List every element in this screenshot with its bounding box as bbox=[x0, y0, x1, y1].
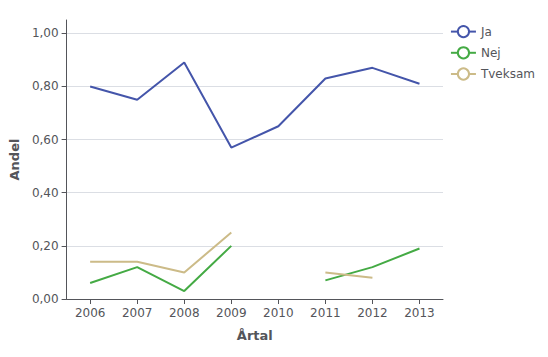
svg-text:Tveksam: Tveksam bbox=[480, 67, 535, 81]
svg-text:2012: 2012 bbox=[357, 306, 388, 320]
svg-text:Nej: Nej bbox=[481, 46, 501, 60]
svg-text:2011: 2011 bbox=[310, 306, 341, 320]
svg-text:0,60: 0,60 bbox=[32, 133, 59, 147]
svg-text:0,40: 0,40 bbox=[32, 186, 59, 200]
svg-text:Ja: Ja bbox=[480, 25, 492, 39]
svg-text:Årtal: Årtal bbox=[237, 328, 273, 343]
svg-text:2008: 2008 bbox=[169, 306, 200, 320]
svg-text:2007: 2007 bbox=[122, 306, 153, 320]
svg-text:2010: 2010 bbox=[263, 306, 294, 320]
svg-text:0,80: 0,80 bbox=[32, 79, 59, 93]
svg-text:2013: 2013 bbox=[404, 306, 435, 320]
svg-text:Andel: Andel bbox=[7, 139, 22, 181]
svg-text:0,00: 0,00 bbox=[32, 292, 59, 306]
svg-text:2009: 2009 bbox=[216, 306, 247, 320]
svg-text:1,00: 1,00 bbox=[32, 26, 59, 40]
svg-text:2006: 2006 bbox=[75, 306, 106, 320]
svg-text:0,20: 0,20 bbox=[32, 239, 59, 253]
